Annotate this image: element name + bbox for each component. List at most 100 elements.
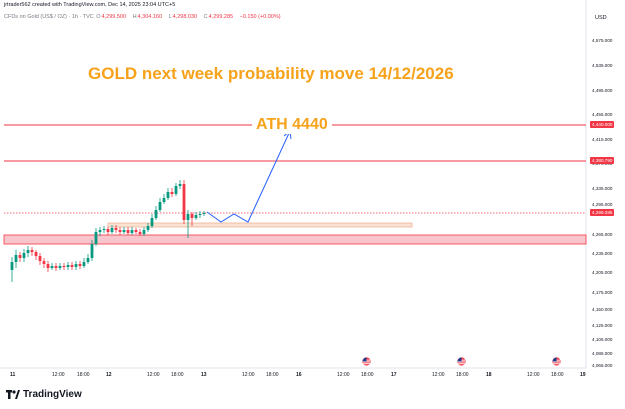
candle-body (178, 184, 182, 186)
price-label: 4,575.000 (592, 38, 613, 43)
close-value: 4,299.285 (208, 14, 234, 20)
instrument-name: CFDs on Gold (US$ / OZ) · 1h · TVC (4, 14, 94, 20)
candle-body (46, 264, 50, 268)
candle-body (54, 266, 58, 268)
time-label: 19 (580, 372, 586, 378)
time-label: 11 (10, 372, 16, 378)
price-label: 4,106.000 (592, 337, 613, 342)
price-label: 4,455.000 (592, 112, 613, 117)
time-label: 12:00 (337, 372, 350, 378)
time-label: 12 (106, 372, 112, 378)
ath-annotation[interactable]: ATH 4440 (252, 116, 332, 134)
time-label: 18:00 (361, 372, 374, 378)
candles-group (10, 180, 206, 282)
time-label: 18:00 (77, 372, 90, 378)
price-label: 4,205.000 (592, 270, 613, 275)
candle-body (26, 250, 30, 253)
high-label: H (132, 14, 137, 20)
price-label: 4,335.000 (592, 186, 613, 191)
price-label: 4,150.000 (592, 307, 613, 312)
time-label: 18 (486, 372, 492, 378)
candle-body (30, 250, 34, 252)
price-label: 4,086.000 (592, 351, 613, 356)
current-price-tag: 4,299.285 (590, 209, 615, 216)
candle-body (98, 230, 102, 232)
price-label: 4,125.000 (592, 323, 613, 328)
candle-body (170, 192, 174, 194)
time-label: 18:00 (456, 372, 469, 378)
time-label: 18:00 (551, 372, 564, 378)
candle-body (174, 186, 178, 194)
candle-body (134, 230, 138, 232)
price-label: 4,495.000 (592, 88, 613, 93)
us-flag-icon[interactable] (552, 357, 561, 366)
candle-body (86, 258, 90, 262)
time-label: 13 (201, 372, 207, 378)
price-label: 4,415.000 (592, 137, 613, 142)
time-label: 18:00 (171, 372, 184, 378)
candle-body (162, 198, 166, 202)
candle-body (198, 214, 202, 215)
open-label: O (96, 14, 101, 20)
demand-zone[interactable] (3, 234, 587, 245)
time-label: 16 (296, 372, 302, 378)
candle-body (94, 232, 98, 244)
candle-body (142, 230, 146, 234)
candle-body (158, 202, 162, 210)
price-label: 4,175.000 (592, 290, 613, 295)
candle-body (70, 265, 74, 267)
candle-body (22, 253, 26, 258)
price-label: 4,265.000 (592, 232, 613, 237)
low-value: 4,298.030 (172, 14, 198, 20)
candle-body (42, 261, 46, 264)
candle-body (78, 264, 82, 266)
time-label: 12:00 (432, 372, 445, 378)
price-label: 4,066.000 (592, 363, 613, 368)
time-label: 12:00 (52, 372, 65, 378)
currency-label: USD (595, 15, 607, 21)
ohlc-bar: CFDs on Gold (US$ / OZ) · 1h · TVC O4,29… (4, 14, 286, 20)
candle-body (186, 214, 190, 220)
us-flag-icon[interactable] (457, 357, 466, 366)
tradingview-logo-icon (6, 390, 20, 399)
price-label: 4,295.000 (592, 202, 613, 207)
candle-body (190, 214, 194, 218)
chart-title-annotation[interactable]: GOLD next week probability move 14/12/20… (88, 64, 454, 83)
time-label: 12:00 (242, 372, 255, 378)
candle-body (110, 228, 114, 232)
ath-price-tag: 4,440.000 (590, 121, 615, 128)
high-value: 4,304.160 (137, 14, 163, 20)
time-label: 17 (391, 372, 397, 378)
candle-body (106, 229, 110, 232)
candle-body (18, 255, 22, 258)
candle-body (50, 266, 54, 268)
close-label: C (203, 14, 208, 20)
time-label: 12:00 (147, 372, 160, 378)
us-flag-icon[interactable] (362, 357, 371, 366)
candle-body (66, 265, 70, 267)
candle-body (114, 228, 118, 230)
candle-body (130, 230, 134, 233)
tradingview-logo[interactable]: TradingView (6, 389, 82, 400)
price-label: 4,235.000 (592, 251, 613, 256)
brand-name: TradingView (23, 389, 82, 400)
candle-body (166, 192, 170, 198)
price-label: 4,535.000 (592, 63, 613, 68)
range-box[interactable] (107, 222, 413, 228)
candle-body (182, 184, 186, 220)
candle-body (38, 256, 42, 261)
candle-body (74, 264, 78, 267)
open-value: 4,299.500 (101, 14, 127, 20)
candle-body (202, 213, 206, 214)
candle-body (62, 266, 66, 267)
candle-body (122, 230, 126, 232)
projection-path[interactable] (206, 130, 291, 223)
low-label: L (168, 14, 172, 20)
candle-body (58, 266, 62, 268)
candle-body (154, 210, 158, 218)
candle-body (138, 232, 142, 234)
candle-body (118, 230, 122, 232)
candle-body (102, 229, 106, 230)
candle-body (10, 262, 14, 270)
